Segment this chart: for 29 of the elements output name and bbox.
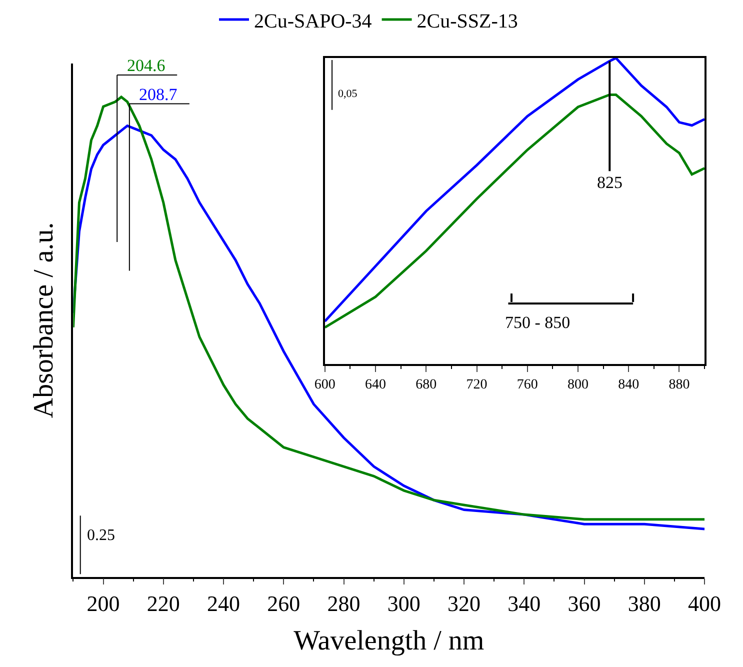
x-tick-label: 200 bbox=[86, 591, 120, 616]
legend-label: 2Cu-SSZ-13 bbox=[416, 10, 518, 32]
x-tick-label: 240 bbox=[207, 591, 240, 616]
x-tick-label: 380 bbox=[628, 591, 661, 616]
annotation: 825 bbox=[597, 173, 622, 192]
x-tick-label: 880 bbox=[668, 378, 690, 393]
annotation: 0,05 bbox=[338, 88, 358, 100]
x-tick-label: 760 bbox=[516, 378, 538, 393]
x-tick-label: 600 bbox=[314, 378, 336, 393]
x-tick-label: 640 bbox=[365, 378, 386, 393]
x-tick-label: 720 bbox=[466, 378, 488, 393]
x-tick-label: 360 bbox=[568, 591, 601, 616]
x-tick-label: 400 bbox=[688, 591, 722, 616]
x-tick-label: 340 bbox=[508, 591, 541, 616]
annotation: 208.7 bbox=[139, 85, 178, 104]
x-tick-label: 260 bbox=[267, 591, 300, 616]
annotation: 204.6 bbox=[127, 56, 166, 75]
legend-label: 2Cu-SAPO-34 bbox=[254, 10, 372, 32]
x-tick-label: 280 bbox=[327, 591, 360, 616]
x-tick-label: 840 bbox=[618, 378, 640, 393]
annotation: 750 - 850 bbox=[505, 313, 570, 332]
x-tick-label: 800 bbox=[567, 378, 588, 393]
x-tick-label: 680 bbox=[416, 378, 437, 393]
y-axis-title: Absorbance / a.u. bbox=[28, 222, 60, 418]
x-tick-label: 300 bbox=[387, 591, 420, 616]
x-tick-label: 320 bbox=[448, 591, 481, 616]
annotation: 0.25 bbox=[87, 527, 115, 544]
x-tick-label: 220 bbox=[146, 591, 180, 616]
x-axis-title: Wavelength / nm bbox=[294, 626, 484, 657]
